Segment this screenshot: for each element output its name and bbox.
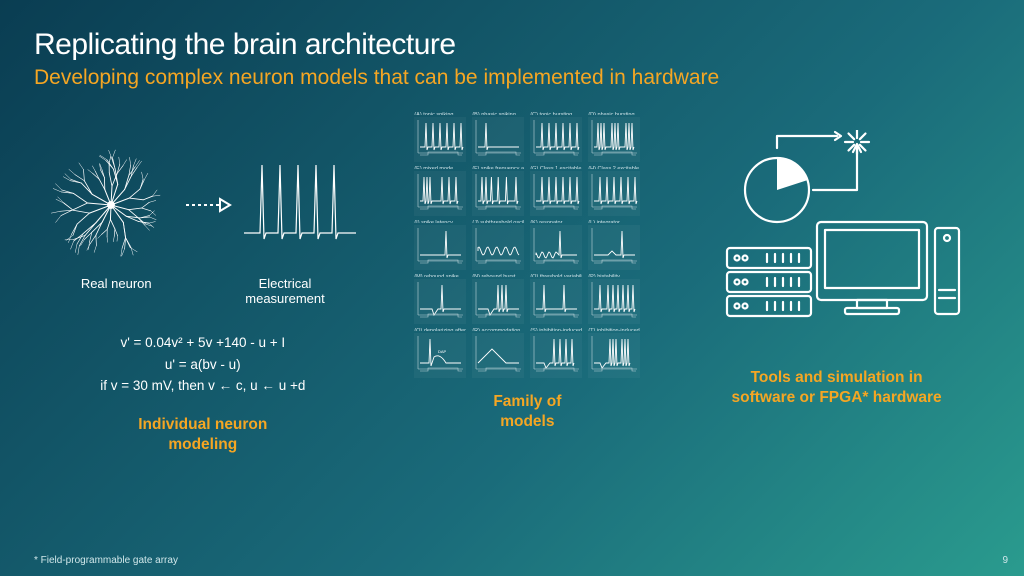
family-cell-title: (B) phasic spiking bbox=[472, 112, 524, 115]
slide-title: Replicating the brain architecture bbox=[34, 28, 990, 62]
family-cell-plot bbox=[472, 171, 524, 216]
family-cell: (E) mixed mode bbox=[414, 166, 466, 216]
family-cell-plot bbox=[530, 171, 582, 216]
family-cell-plot bbox=[414, 171, 466, 216]
family-cell: (D) phasic bursting bbox=[588, 112, 640, 162]
slide-subtitle: Developing complex neuron models that ca… bbox=[34, 66, 990, 90]
family-cell-title: (N) rebound burst bbox=[472, 274, 524, 277]
family-cell-title: (E) mixed mode bbox=[414, 166, 466, 169]
family-cell-plot bbox=[588, 171, 640, 216]
family-cell: (G) Class 1 excitable bbox=[530, 166, 582, 216]
family-cell-plot bbox=[472, 225, 524, 270]
family-cell-title: (R) accommodation bbox=[472, 328, 524, 331]
column-1-label: Individual neuron modeling bbox=[138, 415, 267, 455]
footnote: * Field-programmable gate array bbox=[34, 555, 178, 566]
column-3-label: Tools and simulation in software or FPGA… bbox=[731, 368, 941, 408]
family-cell-title: (O) threshold variability bbox=[530, 274, 582, 277]
family-cell: (A) tonic spiking bbox=[414, 112, 466, 162]
family-cell-plot bbox=[588, 225, 640, 270]
family-cell-title: (M) rebound spike bbox=[414, 274, 466, 277]
equation-3: if v = 30 mV, then v ← c, u ← u +d bbox=[100, 375, 305, 397]
family-cell-plot bbox=[530, 117, 582, 162]
family-cell: (N) rebound burst bbox=[472, 274, 524, 324]
real-neuron-block bbox=[46, 140, 176, 270]
family-cell: (M) rebound spike bbox=[414, 274, 466, 324]
family-cell-title: (A) tonic spiking bbox=[414, 112, 466, 115]
family-cell-plot bbox=[414, 279, 466, 324]
equation-2: u' = a(bv - u) bbox=[100, 354, 305, 376]
family-cell: (C) tonic bursting bbox=[530, 112, 582, 162]
family-cell-plot bbox=[588, 333, 640, 378]
family-cell-plot bbox=[414, 225, 466, 270]
page-number: 9 bbox=[1002, 555, 1008, 566]
family-cell-title: (J) subthreshold oscillations bbox=[472, 220, 524, 223]
electrical-measurement-block bbox=[240, 145, 360, 265]
family-cell: (L) integrator bbox=[588, 220, 640, 270]
equation-1: v' = 0.04v² + 5v +140 - u + I bbox=[100, 332, 305, 354]
column-2-label: Family of models bbox=[493, 392, 561, 432]
family-cell-title: (L) integrator bbox=[588, 220, 640, 223]
family-cell: (I) spike latency bbox=[414, 220, 466, 270]
column-family-of-models: (A) tonic spiking (B) phasic spiking (C) t… bbox=[382, 108, 674, 576]
neuron-icon bbox=[46, 140, 176, 270]
family-cell-title: (D) phasic bursting bbox=[588, 112, 640, 115]
family-cell: (B) phasic spiking bbox=[472, 112, 524, 162]
family-cell: (Q) depolarizing after-potential DAP bbox=[414, 328, 466, 378]
column-individual-neuron: Real neuron Electrical measurement v' = … bbox=[34, 108, 372, 576]
family-cell: (J) subthreshold oscillations bbox=[472, 220, 524, 270]
spike-train-plot bbox=[240, 145, 360, 265]
arrow-icon bbox=[184, 195, 232, 215]
family-cell-plot bbox=[414, 117, 466, 162]
family-cell-title: (S) inhibition-induced spiking bbox=[530, 328, 582, 331]
family-cell-title: (I) spike latency bbox=[414, 220, 466, 223]
family-cell-plot bbox=[472, 279, 524, 324]
family-cell-plot bbox=[588, 117, 640, 162]
family-cell: (P) bistability bbox=[588, 274, 640, 324]
family-cell-plot bbox=[472, 333, 524, 378]
family-cell: (F) spike frequency adaptation bbox=[472, 166, 524, 216]
family-grid: (A) tonic spiking (B) phasic spiking (C) t… bbox=[414, 112, 640, 378]
equations: v' = 0.04v² + 5v +140 - u + I u' = a(bv … bbox=[100, 332, 305, 397]
family-cell-title: (C) tonic bursting bbox=[530, 112, 582, 115]
tools-icon bbox=[707, 130, 967, 350]
family-cell-title: (T) inhibition-induced bursting bbox=[588, 328, 640, 331]
family-cell: (H) Class 2 excitable bbox=[588, 166, 640, 216]
family-cell: (T) inhibition-induced bursting bbox=[588, 328, 640, 378]
family-cell-title: (H) Class 2 excitable bbox=[588, 166, 640, 169]
real-neuron-label: Real neuron bbox=[81, 276, 152, 306]
content-row: Real neuron Electrical measurement v' = … bbox=[34, 108, 990, 576]
family-cell: (K) resonator bbox=[530, 220, 582, 270]
family-cell-plot bbox=[472, 117, 524, 162]
family-cell-title: (P) bistability bbox=[588, 274, 640, 277]
family-cell: (S) inhibition-induced spiking bbox=[530, 328, 582, 378]
family-cell: (R) accommodation bbox=[472, 328, 524, 378]
family-cell-plot bbox=[530, 333, 582, 378]
family-cell-plot bbox=[588, 279, 640, 324]
column-tools: Tools and simulation in software or FPGA… bbox=[683, 108, 990, 576]
family-cell-plot: DAP bbox=[414, 333, 466, 378]
svg-text:DAP: DAP bbox=[438, 349, 447, 354]
family-cell-title: (G) Class 1 excitable bbox=[530, 166, 582, 169]
family-cell-plot bbox=[530, 279, 582, 324]
family-cell-plot bbox=[530, 225, 582, 270]
family-cell-title: (F) spike frequency adaptation bbox=[472, 166, 524, 169]
family-cell: (O) threshold variability bbox=[530, 274, 582, 324]
family-cell-title: (Q) depolarizing after-potential bbox=[414, 328, 466, 331]
electrical-measurement-label: Electrical measurement bbox=[245, 276, 324, 306]
family-cell-title: (K) resonator bbox=[530, 220, 582, 223]
